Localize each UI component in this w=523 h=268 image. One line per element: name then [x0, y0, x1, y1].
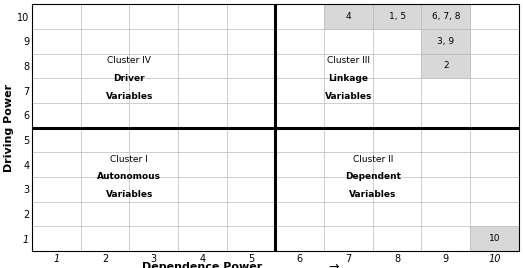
Text: 2: 2 — [443, 61, 449, 70]
Text: Dependence Power: Dependence Power — [142, 262, 263, 268]
Bar — [422, 29, 470, 54]
Text: Autonomous: Autonomous — [97, 173, 161, 181]
Y-axis label: Driving Power: Driving Power — [4, 84, 14, 172]
Text: Variables: Variables — [106, 91, 153, 100]
Text: Cluster I: Cluster I — [110, 155, 148, 164]
Text: Variables: Variables — [106, 190, 153, 199]
Text: Dependent: Dependent — [345, 173, 401, 181]
Text: Driver: Driver — [113, 74, 145, 83]
Text: Cluster II: Cluster II — [353, 155, 393, 164]
Text: 4: 4 — [346, 12, 351, 21]
Text: 6, 7, 8: 6, 7, 8 — [431, 12, 460, 21]
Text: Cluster III: Cluster III — [327, 56, 370, 65]
Text: 3, 9: 3, 9 — [437, 37, 454, 46]
Text: Variables: Variables — [349, 190, 396, 199]
Text: →: → — [328, 261, 339, 268]
Bar — [470, 226, 519, 251]
Bar — [324, 4, 373, 29]
Text: 1, 5: 1, 5 — [389, 12, 406, 21]
Bar — [373, 4, 422, 29]
Text: Cluster IV: Cluster IV — [107, 56, 151, 65]
Text: 10: 10 — [488, 234, 500, 243]
Text: Linkage: Linkage — [328, 74, 368, 83]
Bar — [422, 4, 470, 29]
Text: ↑: ↑ — [0, 41, 2, 56]
Bar — [422, 54, 470, 78]
Text: Variables: Variables — [325, 91, 372, 100]
